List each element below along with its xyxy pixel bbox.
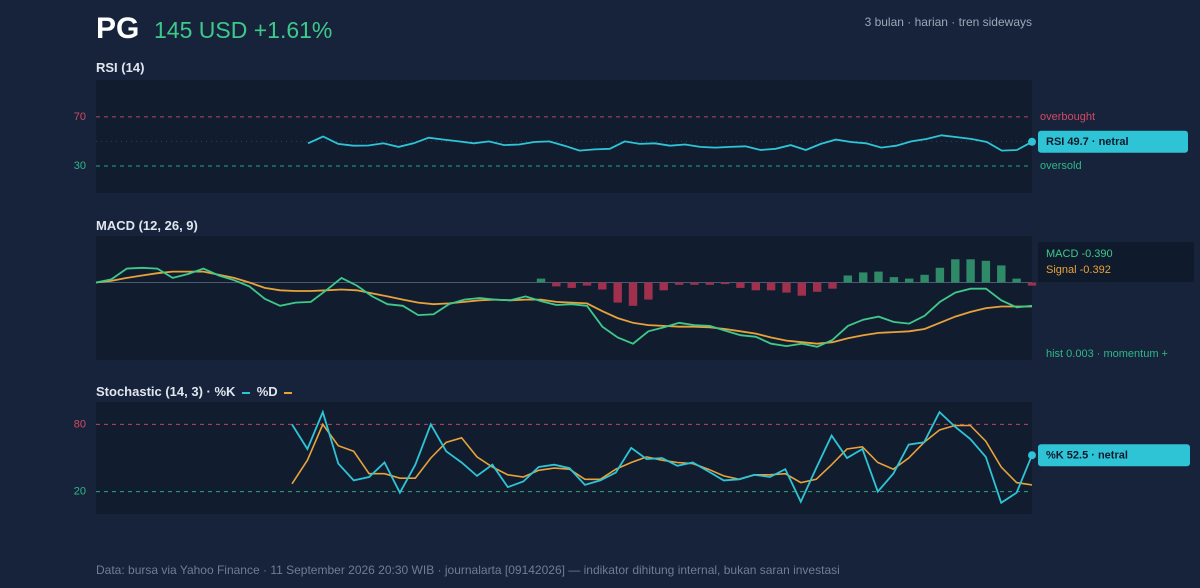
ticker-symbol: PG [96, 12, 140, 45]
stoch-panel-bg [96, 402, 1032, 514]
macd-hist-bar [813, 282, 822, 292]
macd-panel-bg [96, 236, 1032, 360]
macd-hist-bar [736, 282, 745, 288]
stoch-panel-title: Stochastic (14, 3) · %K %D [96, 384, 293, 399]
macd-hist-bar [582, 282, 592, 286]
rsi-ref-label-70: overbought [1040, 111, 1095, 123]
stoch-k-swatch [242, 391, 251, 394]
macd-legend-signal: Signal -0.392 [1046, 264, 1111, 276]
macd-panel-title: MACD (12, 26, 9) [96, 218, 198, 233]
macd-hist-bar [644, 282, 653, 300]
macd-hist-bar [613, 282, 622, 303]
macd-hist-bar [797, 282, 806, 296]
rsi-panel-bg [96, 80, 1032, 193]
macd-hist-bar [766, 282, 776, 291]
macd-hist-bar [859, 272, 868, 283]
rsi-tick-30: 30 [74, 160, 86, 172]
macd-hist-bar [874, 271, 883, 283]
stoch-tick-80: 80 [74, 418, 86, 430]
stoch-d-line [291, 422, 1033, 486]
rsi-panel-title: RSI (14) [96, 60, 145, 75]
price-change: 145 USD +1.61% [154, 17, 333, 43]
stoch-value-tag-bg [1038, 444, 1190, 467]
rsi-value-tag: RSI 49.7 · netral [1046, 136, 1129, 148]
rsi-line [307, 134, 1033, 152]
chart-subtitle: 3 bulan · harian · tren sideways [864, 15, 1032, 29]
macd-hist-bar [905, 278, 914, 283]
macd-hist-bar [674, 282, 684, 285]
macd-line [95, 266, 1033, 348]
macd-hist-bar [935, 267, 945, 283]
macd-signal-line [95, 270, 1032, 345]
macd-hist-bar [628, 282, 638, 306]
rsi-last-point [1028, 137, 1036, 146]
macd-hist-bar [782, 282, 791, 293]
stoch-d-label: %D [256, 384, 278, 399]
macd-hist-bar [536, 278, 546, 283]
macd-hist-bar [552, 282, 561, 287]
macd-hist-bar [1027, 282, 1037, 286]
macd-hist-label: hist 0.003 · momentum + [1046, 348, 1168, 360]
macd-hist-bar [997, 265, 1006, 283]
rsi-tick-70: 70 [74, 111, 86, 123]
macd-hist-bar [966, 259, 975, 283]
macd-hist-bar [951, 259, 960, 283]
macd-hist-bar [981, 260, 991, 283]
rsi-ref-label-30: oversold [1040, 160, 1082, 172]
macd-hist-bar [751, 282, 760, 291]
macd-legend-macd: MACD -0.390 [1046, 248, 1113, 260]
stoch-title-text: Stochastic (14, 3) · %K [96, 384, 236, 399]
stoch-k-line [291, 409, 1033, 505]
macd-hist-bar [567, 282, 576, 288]
stoch-value-tag: %K 52.5 · netral [1046, 450, 1128, 462]
macd-hist-bar [598, 282, 607, 290]
macd-hist-bar [920, 274, 929, 283]
macd-hist-bar [1012, 278, 1021, 283]
stoch-tick-20: 20 [74, 486, 86, 498]
stoch-d-swatch [284, 391, 293, 394]
macd-hist-bar [828, 282, 837, 289]
macd-legend-box [1038, 242, 1194, 282]
macd-hist-bar [720, 282, 730, 285]
macd-hist-bar [690, 282, 699, 285]
macd-hist-bar [843, 275, 852, 283]
macd-hist-bar [659, 282, 668, 291]
stoch-last-point [1028, 451, 1036, 460]
rsi-value-tag-bg [1038, 130, 1188, 153]
footer-note: Data: bursa via Yahoo Finance · 11 Septe… [96, 563, 840, 577]
macd-hist-bar [705, 282, 714, 285]
macd-hist-bar [889, 277, 899, 283]
